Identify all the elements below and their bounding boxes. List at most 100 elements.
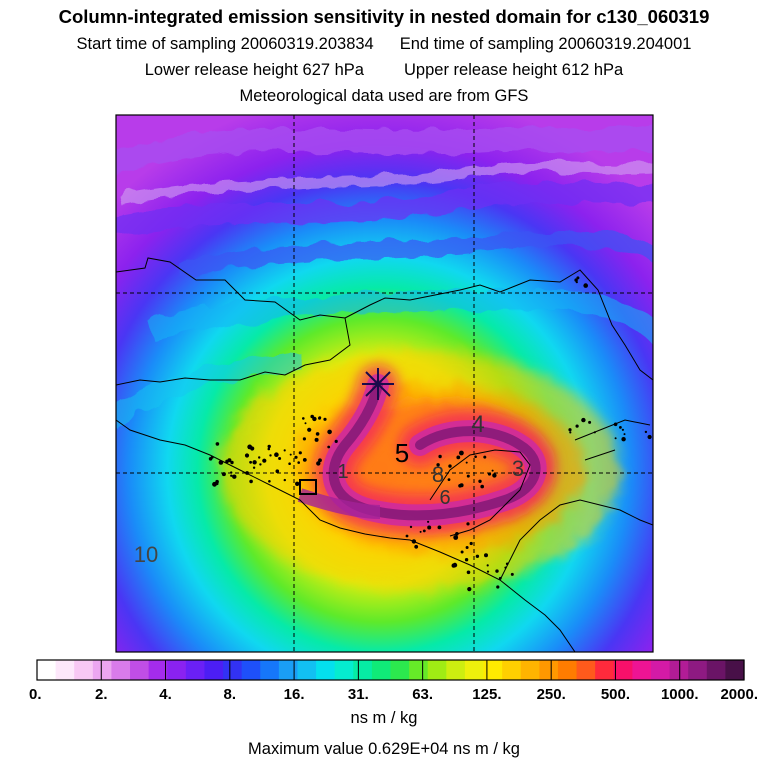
station-dot xyxy=(621,428,625,431)
station-dot xyxy=(230,460,234,465)
station-dot xyxy=(302,417,305,420)
field-label: 10 xyxy=(134,542,158,567)
station-dot xyxy=(283,449,286,452)
station-dot xyxy=(619,426,622,429)
station-dot xyxy=(268,480,271,483)
station-dot xyxy=(456,455,461,460)
colorbar-tick-label: 500. xyxy=(601,686,630,703)
station-dot xyxy=(334,439,338,443)
station-dot xyxy=(298,451,302,455)
colorbar-tick-label: 63. xyxy=(412,686,433,703)
station-dot xyxy=(484,553,488,558)
colorbar-swatch xyxy=(650,660,671,680)
colorbar-tick-label: 250. xyxy=(537,686,566,703)
station-dot xyxy=(267,447,271,451)
colorbar-swatch xyxy=(371,660,392,680)
colorbar-frame xyxy=(36,659,745,681)
colorbar-swatch xyxy=(353,660,373,680)
release-marker-icon xyxy=(362,368,394,400)
station-dot xyxy=(493,475,496,478)
station-dot xyxy=(453,535,459,540)
station-dot xyxy=(278,457,282,460)
field-label: 5 xyxy=(395,438,409,468)
station-dot xyxy=(486,564,489,567)
colorbar-swatch xyxy=(613,660,633,680)
station-dot xyxy=(250,446,255,451)
station-dot xyxy=(436,463,440,467)
station-dot xyxy=(310,414,315,419)
station-dot xyxy=(419,530,422,533)
station-dot xyxy=(623,433,626,436)
station-dot xyxy=(316,461,321,466)
station-dot xyxy=(295,481,300,486)
colorbar-swatch xyxy=(595,660,615,680)
map-frame xyxy=(115,114,654,653)
field-band xyxy=(178,229,653,278)
station-dot xyxy=(480,484,485,489)
station-dot xyxy=(218,460,224,465)
colorbar-swatch xyxy=(632,660,652,680)
station-dot xyxy=(583,283,588,288)
station-dot xyxy=(212,481,217,487)
station-dot xyxy=(581,417,586,423)
station-dot xyxy=(252,466,256,469)
station-dot xyxy=(314,437,319,442)
colorbar-swatch xyxy=(464,660,485,680)
station-dot xyxy=(294,455,298,459)
station-dot xyxy=(411,539,417,544)
station-dot xyxy=(289,453,292,456)
lower-release-height: Lower release height 627 hPa xyxy=(144,61,364,79)
station-dot xyxy=(409,525,413,529)
colorbar-swatch xyxy=(185,660,206,680)
colorbar-swatch xyxy=(55,660,75,680)
station-dot xyxy=(447,478,451,481)
station-dot xyxy=(215,442,220,446)
station-dot xyxy=(315,432,320,436)
met-data-source: Meteorological data used are from GFS xyxy=(239,87,529,105)
colorbar-swatch xyxy=(74,660,94,680)
plume-spiral xyxy=(297,364,557,537)
station-dot xyxy=(496,585,500,589)
station-dot xyxy=(613,422,618,427)
station-dot xyxy=(318,416,321,420)
station-dot xyxy=(249,479,253,484)
station-dot xyxy=(574,278,578,282)
station-dot xyxy=(465,546,469,549)
station-dot xyxy=(405,534,409,538)
start-time: Start time of sampling 20060319.203834 xyxy=(76,35,374,53)
colorbar-tick-label: 4. xyxy=(159,686,172,703)
station-dot xyxy=(455,532,459,536)
city-marker xyxy=(299,479,317,495)
colorbar-tick-label: 0. xyxy=(29,686,42,703)
station-dot xyxy=(297,461,301,464)
station-dot xyxy=(474,455,477,459)
sampling-times: Start time of sampling 20060319.203834 En… xyxy=(0,35,768,54)
station-dot xyxy=(275,469,280,474)
sensitivity-map: 5 4 8 6 3 1 10 xyxy=(116,115,653,652)
station-dot xyxy=(460,550,464,554)
station-dot xyxy=(249,460,253,464)
colorbar-swatch xyxy=(557,660,578,680)
station-dot xyxy=(302,458,307,462)
station-dot xyxy=(486,570,490,573)
gridlines xyxy=(116,115,653,652)
field-band xyxy=(116,182,653,237)
station-dot xyxy=(469,541,473,546)
station-dot xyxy=(568,428,572,432)
colorbar-swatch xyxy=(390,660,410,680)
colorbar-tick-label: 8. xyxy=(224,686,237,703)
colorbar-swatch xyxy=(669,660,689,680)
colorbar-tick-label: 2. xyxy=(95,686,108,703)
station-dot xyxy=(575,424,579,428)
station-dot xyxy=(262,458,267,463)
colorbar-swatch xyxy=(502,660,522,680)
colorbar-swatch xyxy=(297,660,317,680)
station-dot xyxy=(576,276,580,280)
coastlines xyxy=(116,257,653,652)
field-band xyxy=(147,289,653,345)
field-band xyxy=(118,161,653,205)
station-dot xyxy=(327,429,332,435)
station-dot xyxy=(230,474,233,477)
field-label: 1 xyxy=(337,461,348,483)
colorbar-swatch xyxy=(130,660,150,680)
